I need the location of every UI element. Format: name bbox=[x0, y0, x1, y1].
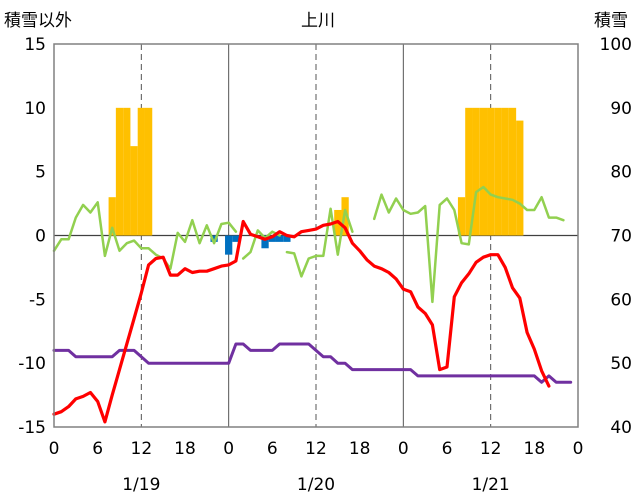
x-tick-label: 12 bbox=[480, 439, 502, 459]
snowfall-bar-11 bbox=[268, 235, 276, 242]
snowfall-bar-22 bbox=[501, 107, 509, 236]
x-tick-label: 18 bbox=[349, 439, 371, 459]
date-label: 1/19 bbox=[122, 475, 160, 495]
x-tick-label: 6 bbox=[442, 439, 453, 459]
y-right-tick-label: 70 bbox=[610, 227, 632, 247]
snowfall-bar-8 bbox=[225, 235, 233, 255]
y-left-tick-label: 0 bbox=[35, 227, 46, 247]
chart-title: 上川 bbox=[301, 11, 335, 31]
x-tick-label: 18 bbox=[174, 439, 196, 459]
y-left-tick-label: -5 bbox=[29, 290, 46, 310]
snowfall-bar-2 bbox=[115, 107, 124, 236]
y-right-tick-label: 50 bbox=[610, 354, 632, 374]
y-right-tick-label: 40 bbox=[610, 418, 632, 438]
y-left-tick-label: 15 bbox=[24, 35, 46, 55]
snowfall-bar-21 bbox=[494, 107, 502, 236]
x-tick-label: 6 bbox=[92, 439, 103, 459]
y-right-tick-label: 60 bbox=[610, 290, 632, 310]
snowfall-bar-16 bbox=[457, 197, 466, 236]
plot-frame bbox=[53, 43, 579, 428]
snowfall-bar-12 bbox=[275, 235, 284, 242]
series-lines bbox=[52, 185, 573, 424]
y-right-tick-label: 90 bbox=[610, 99, 632, 119]
snowfall-bar-5 bbox=[137, 107, 145, 236]
snowfall-bar-18 bbox=[472, 107, 480, 236]
y-left-tick-label: 5 bbox=[35, 163, 46, 183]
x-tick-label: 18 bbox=[524, 439, 546, 459]
snowfall-bar-4 bbox=[130, 146, 138, 236]
y-left-tick-label: -10 bbox=[18, 354, 46, 374]
snowfall-bar-6 bbox=[144, 107, 153, 236]
snowfall-bars bbox=[108, 107, 524, 255]
x-tick-label: 12 bbox=[131, 439, 153, 459]
snowfall-bar-7 bbox=[210, 235, 218, 242]
date-labels: 1/19 1/20 1/21 bbox=[122, 475, 510, 495]
snowfall-bar-3 bbox=[123, 107, 131, 236]
y-right-tick-label: 80 bbox=[610, 163, 632, 183]
snowfall-bar-1 bbox=[108, 197, 116, 236]
x-tick-label: 12 bbox=[305, 439, 327, 459]
y-left-tick-label: 10 bbox=[24, 99, 46, 119]
x-tick-label: 0 bbox=[573, 439, 584, 459]
date-label: 1/21 bbox=[472, 475, 510, 495]
x-tick-label: 0 bbox=[49, 439, 60, 459]
y-right-tick-labels: 100 90 80 70 60 50 40 bbox=[600, 35, 632, 438]
snowfall-bar-23 bbox=[508, 107, 517, 236]
x-tick-label: 6 bbox=[267, 439, 278, 459]
y-right-tick-label: 100 bbox=[600, 35, 632, 55]
snowfall-bar-20 bbox=[487, 107, 495, 236]
x-tick-label: 0 bbox=[398, 439, 409, 459]
date-label: 1/20 bbox=[297, 475, 335, 495]
snowfall-bar-24 bbox=[516, 120, 524, 236]
x-tick-label: 0 bbox=[223, 439, 234, 459]
pressure-trend-line bbox=[52, 342, 573, 384]
snowfall-bar-9 bbox=[232, 235, 240, 242]
temperature-line bbox=[52, 219, 551, 424]
snowfall-bar-19 bbox=[479, 107, 488, 236]
y-left-tick-labels: 15 10 5 0 -5 -10 -15 bbox=[18, 35, 46, 438]
wind-line bbox=[52, 185, 565, 304]
y-right-axis-title: 積雪 bbox=[594, 11, 628, 31]
x-tick-labels: 0 6 12 18 0 6 12 18 0 6 12 18 0 bbox=[49, 439, 584, 459]
y-left-tick-label: -15 bbox=[18, 418, 46, 438]
snowfall-bar-13 bbox=[283, 235, 291, 242]
y-left-axis-title: 積雪以外 bbox=[4, 11, 72, 31]
snowfall-bar-10 bbox=[261, 235, 269, 249]
snowfall-bar-17 bbox=[465, 107, 473, 236]
